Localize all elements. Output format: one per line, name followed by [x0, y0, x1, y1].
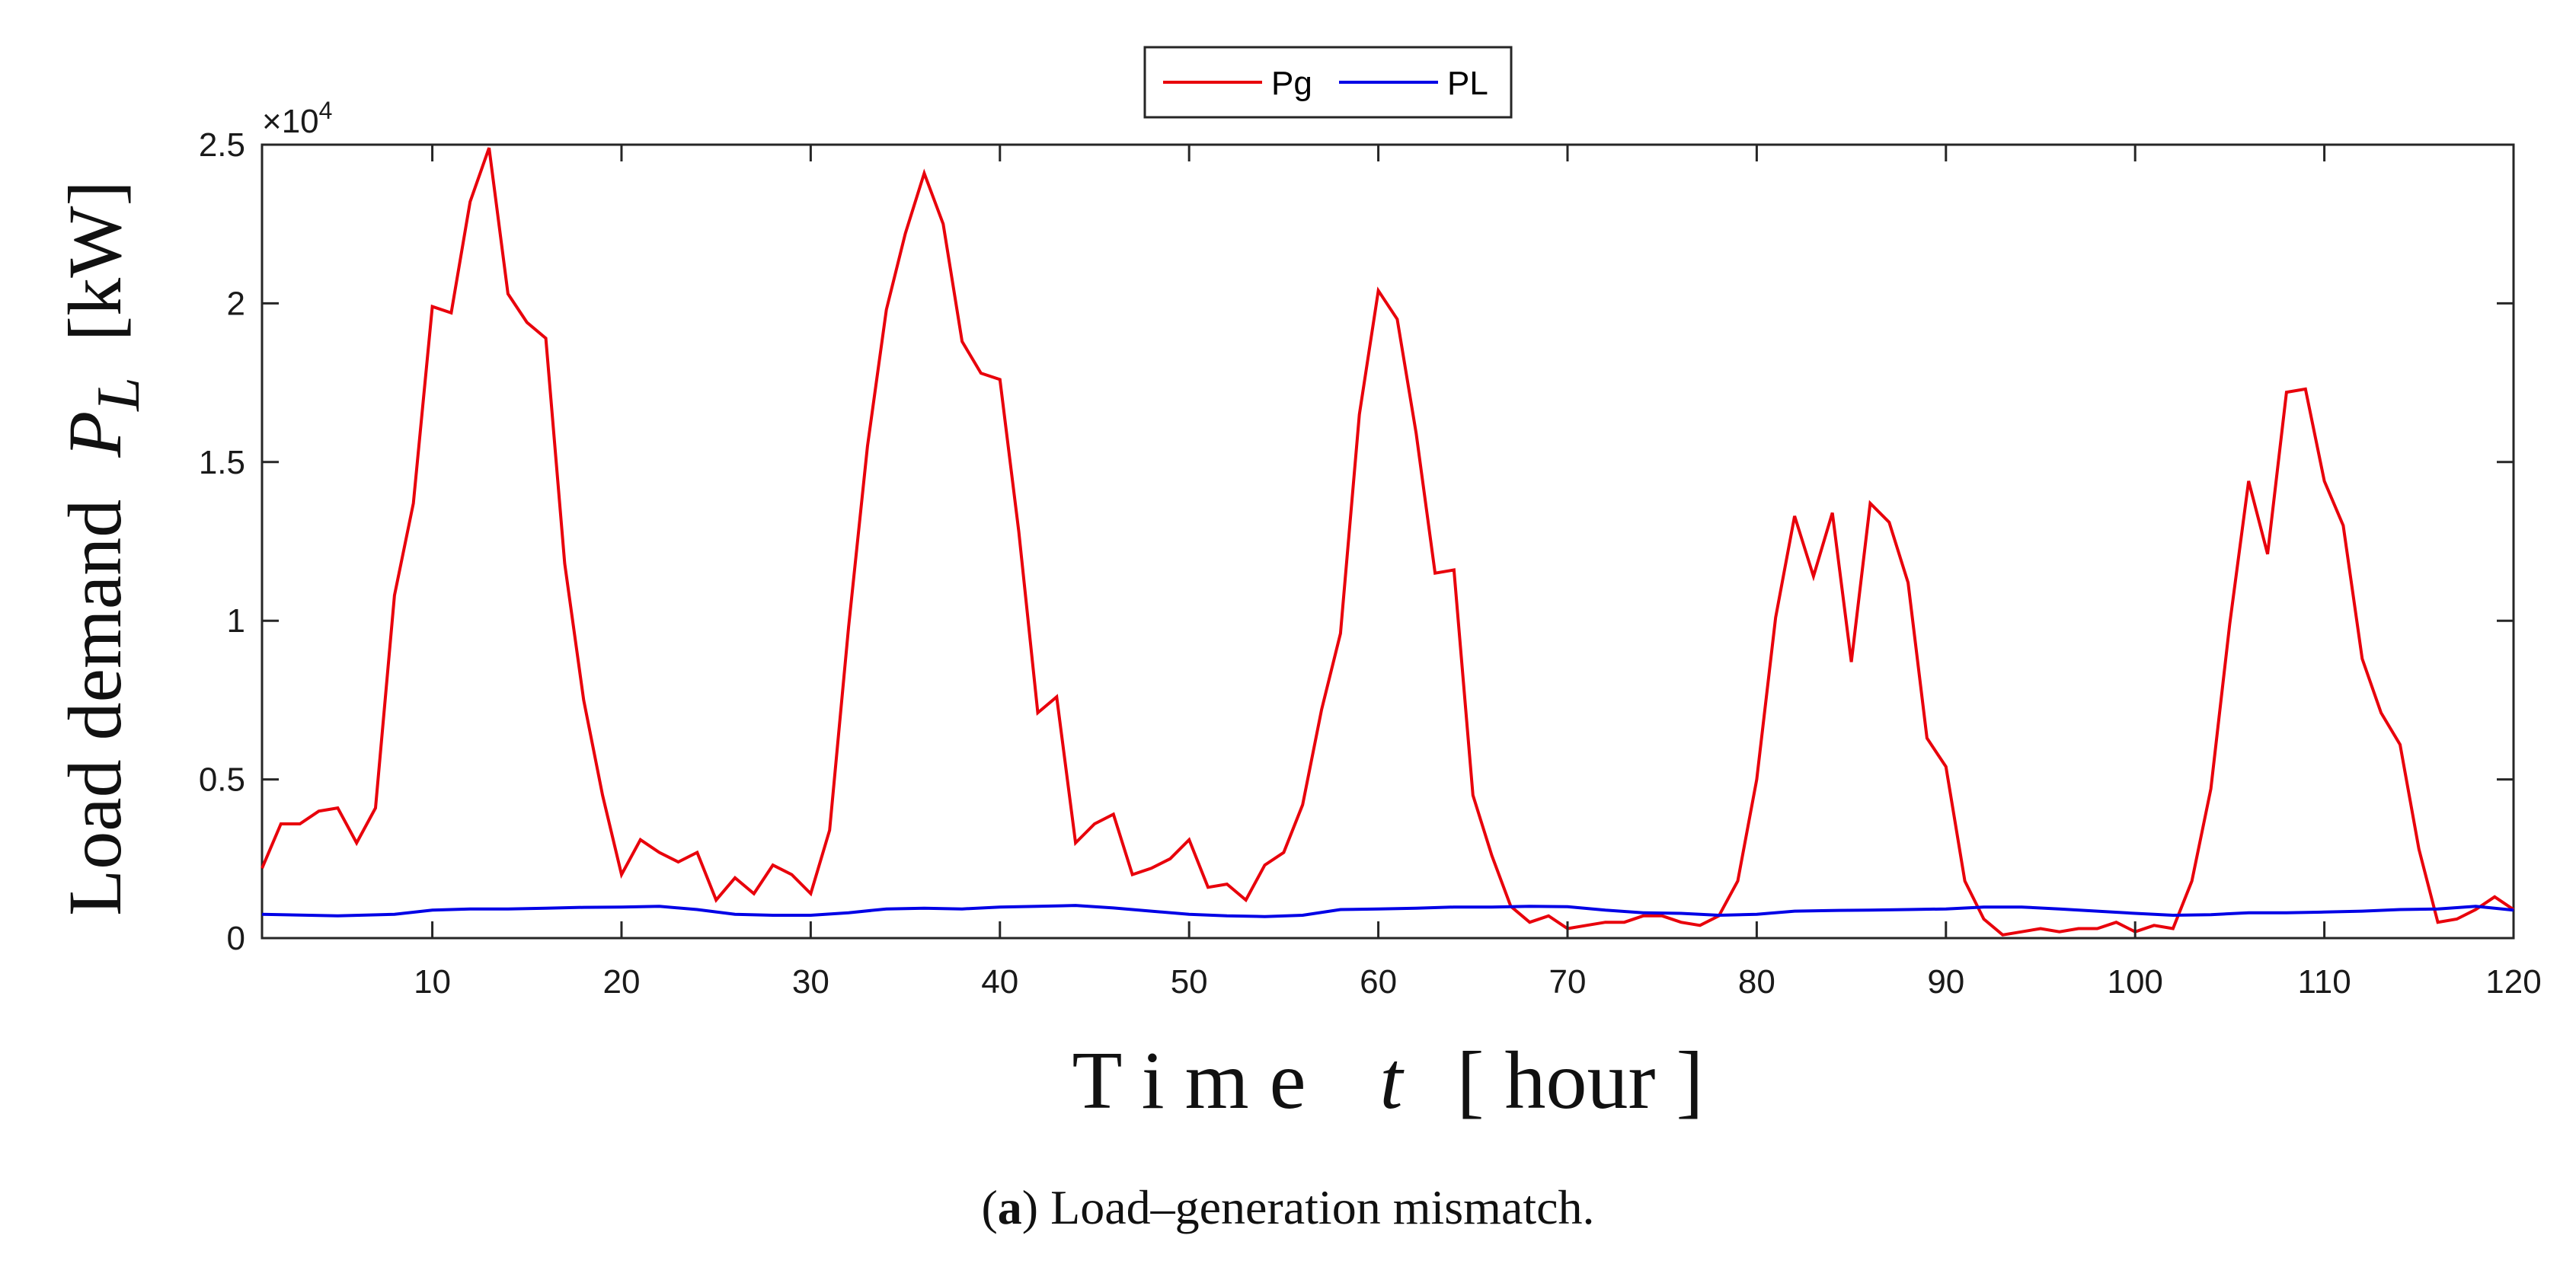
x-tick-label: 10: [414, 963, 451, 1001]
y-multiplier-base: ×10: [262, 103, 319, 140]
legend-label-pg: Pg: [1271, 65, 1312, 102]
tick-layer: 10 20 30 40 50 60 70 80 90 100 110 120 0 0.5 1 1.5 2 2.5: [199, 126, 2542, 1001]
y-axis-title-var: P: [53, 411, 137, 458]
y-axis-title-sub: L: [85, 377, 152, 412]
legend-label-pl: PL: [1447, 65, 1488, 102]
y-axis-title: Load demand PL [kW]: [53, 180, 155, 916]
x-tick-label: 20: [602, 963, 640, 1001]
y-tick-label: 1.5: [199, 444, 245, 481]
x-tick-label: 30: [792, 963, 829, 1001]
x-tick-label: 110: [2298, 963, 2351, 1001]
y-tick-label: 2.5: [199, 126, 245, 164]
y-multiplier: ×104: [262, 97, 332, 140]
y-tick-label: 0.5: [199, 761, 245, 799]
plot-area: [260, 143, 2515, 940]
series-layer: [260, 147, 2515, 937]
svg-text:Load demand PL [kW: Load demand PL [kW]: [53, 180, 155, 916]
series-line-pg: [260, 147, 2515, 937]
x-tick-label: 80: [1738, 963, 1775, 1001]
x-tick-label: 120: [2485, 963, 2541, 1001]
x-axis-title-main: T i m e: [1072, 1036, 1306, 1126]
x-axis-title-unit: [ hour ]: [1457, 1036, 1704, 1126]
x-axis-title: T i m e t [ hour ]: [1072, 1036, 1704, 1126]
series-pg: [260, 147, 2515, 937]
y-axis-title-unit: [kW]: [53, 180, 137, 341]
x-tick-label: 90: [1927, 963, 1964, 1001]
caption-text: Load–generation mismatch.: [1038, 1180, 1594, 1234]
caption-open-paren: (: [981, 1180, 997, 1234]
y-tick-label: 2: [227, 285, 245, 322]
x-tick-label: 60: [1360, 963, 1397, 1001]
figure-caption: (a) Load–generation mismatch.: [981, 1180, 1594, 1234]
x-axis-title-var: t: [1380, 1036, 1405, 1126]
y-multiplier-exp: 4: [319, 97, 333, 124]
x-tick-label: 50: [1171, 963, 1208, 1001]
x-tick-label: 70: [1549, 963, 1587, 1001]
x-tick-label: 100: [2107, 963, 2162, 1001]
series-pl: [261, 904, 2514, 918]
caption-label: a: [998, 1180, 1022, 1234]
x-tick-label: 40: [981, 963, 1018, 1001]
legend: Pg PL: [1143, 46, 1513, 119]
y-tick-label: 1: [227, 602, 245, 640]
y-tick-label: 0: [227, 920, 245, 957]
caption-close-paren: ): [1022, 1180, 1038, 1234]
y-axis-title-main: Load demand: [53, 500, 137, 916]
